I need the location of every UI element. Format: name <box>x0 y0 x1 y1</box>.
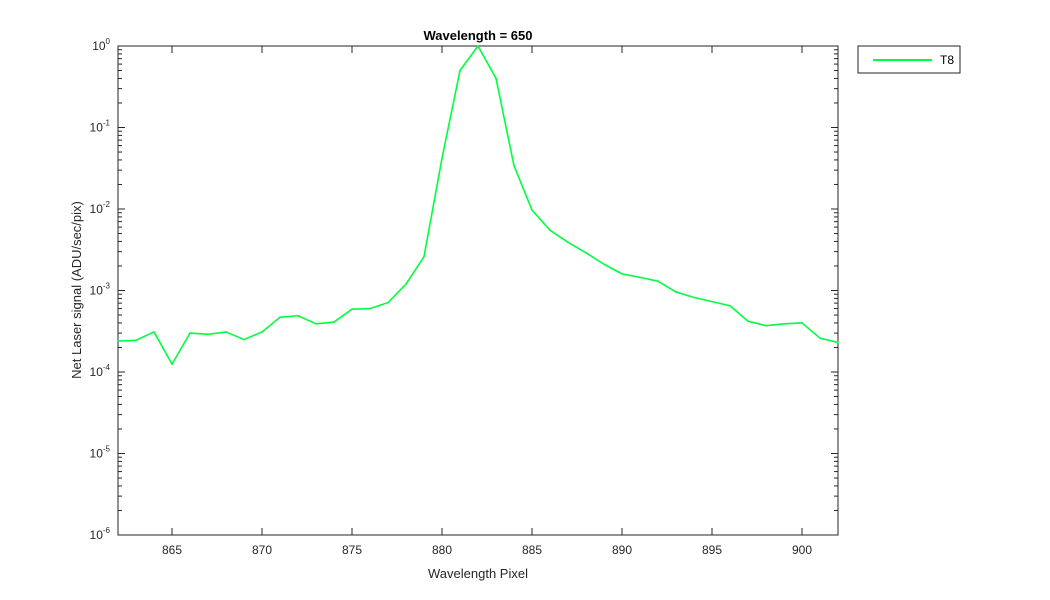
x-tick-label: 870 <box>252 543 272 557</box>
x-tick-label: 885 <box>522 543 542 557</box>
chart-title: Wavelength = 650 <box>424 28 533 43</box>
data-point <box>171 363 173 365</box>
y-tick-label: 10-5 <box>90 445 111 461</box>
data-point <box>603 263 605 266</box>
data-point <box>837 341 839 344</box>
y-tick-label: 10-1 <box>90 119 111 135</box>
data-point <box>549 229 551 231</box>
data-point <box>567 241 569 244</box>
data-point <box>801 322 803 324</box>
data-point <box>297 314 299 317</box>
data-point <box>531 209 533 211</box>
data-point <box>585 252 587 254</box>
data-point <box>351 308 353 310</box>
data-point <box>423 255 425 258</box>
data-point <box>315 323 317 325</box>
data-point <box>387 301 389 304</box>
y-axis-label: Net Laser signal (ADU/sec/pix) <box>69 201 84 379</box>
data-point <box>819 337 821 339</box>
data-point <box>495 77 497 80</box>
data-point <box>153 331 155 333</box>
data-point <box>693 296 695 299</box>
x-axis: 865 870 875 880 885 890 895 900 <box>162 46 812 557</box>
y-tick-label: 10-4 <box>90 363 111 379</box>
x-tick-label: 890 <box>612 543 632 557</box>
data-point <box>513 164 515 167</box>
data-point <box>729 304 731 307</box>
plot-area <box>117 45 839 536</box>
data-point <box>783 323 785 325</box>
data-point <box>441 157 443 160</box>
data-point <box>657 280 659 283</box>
data-point <box>333 321 335 323</box>
legend: T8 <box>857 45 961 74</box>
x-tick-label: 895 <box>702 543 722 557</box>
y-tick-label: 10-3 <box>90 282 111 298</box>
data-point <box>675 291 677 293</box>
data-point <box>459 69 461 72</box>
data-point <box>243 338 245 341</box>
y-tick-label: 10-2 <box>90 200 111 216</box>
data-point <box>279 316 281 319</box>
x-tick-label: 865 <box>162 543 182 557</box>
data-point <box>207 333 209 336</box>
data-point <box>189 332 191 334</box>
data-point <box>711 300 713 303</box>
x-tick-label: 875 <box>342 543 362 557</box>
data-point <box>261 331 263 333</box>
x-axis-label: Wavelength Pixel <box>428 566 528 581</box>
data-point <box>621 273 623 275</box>
data-point <box>117 340 119 342</box>
data-point <box>639 276 641 279</box>
data-point <box>225 331 227 333</box>
y-tick-label: 10-6 <box>90 526 111 542</box>
data-point <box>747 320 749 323</box>
data-point <box>135 339 137 342</box>
x-tick-label: 900 <box>792 543 812 557</box>
legend-label-t8: T8 <box>940 53 954 67</box>
data-point <box>405 283 407 285</box>
series-layer <box>117 45 839 365</box>
data-point <box>477 45 479 47</box>
y-axis: 10-6 10-5 10-4 10-3 10-2 10-1 100 <box>90 37 838 542</box>
x-tick-label: 880 <box>432 543 452 557</box>
data-point <box>765 324 767 327</box>
y-tick-label: 100 <box>92 37 110 53</box>
data-point <box>369 307 371 310</box>
